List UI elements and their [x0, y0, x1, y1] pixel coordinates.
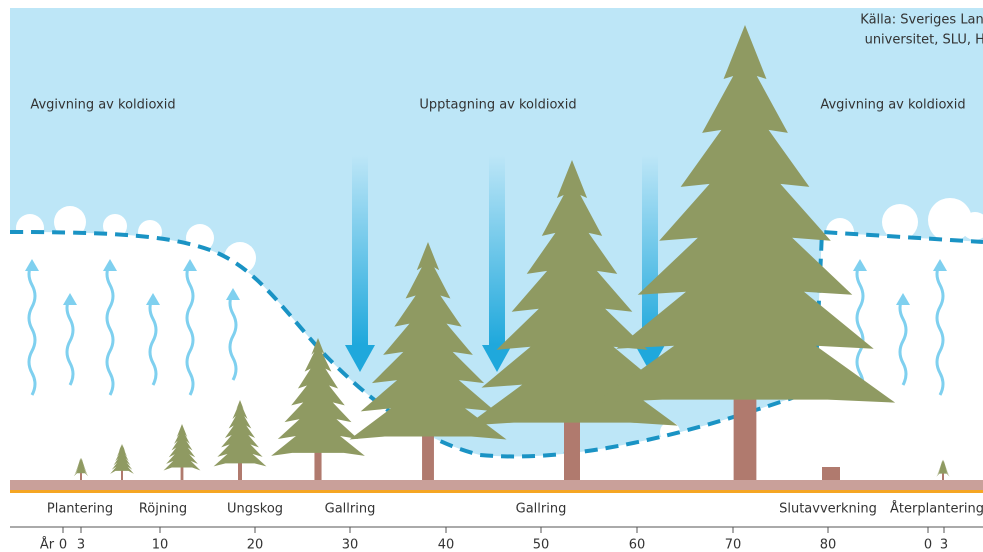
uptake-arrow-head	[635, 345, 665, 372]
stage-label: Slutavverkning	[779, 502, 877, 517]
heading: Avgivning av koldioxid	[820, 98, 965, 113]
stage-label: Ungskog	[227, 502, 283, 517]
emission-arrow-head	[226, 288, 240, 300]
emission-arrow	[105, 262, 115, 396]
stage-label: Gallring	[325, 502, 376, 517]
tree	[73, 457, 89, 477]
stage-label: Röjning	[139, 502, 187, 517]
emission-arrow	[855, 262, 865, 396]
tree	[594, 25, 896, 403]
trunk	[238, 461, 242, 480]
trunk	[733, 397, 757, 480]
tick-label: 60	[629, 538, 646, 552]
emission-arrow-head	[146, 293, 160, 305]
tree	[936, 459, 950, 477]
emission-arrow	[228, 291, 238, 381]
emission-arrow-head	[63, 293, 77, 305]
stump	[822, 467, 840, 480]
tree	[163, 424, 201, 471]
emission-arrow-head	[853, 259, 867, 271]
trunk	[564, 420, 580, 480]
trunk	[422, 434, 434, 480]
tick-label: 20	[247, 538, 264, 552]
arrows	[25, 155, 947, 396]
tick-label: 40	[438, 538, 455, 552]
uptake-arrow	[642, 155, 658, 345]
ground-line	[10, 490, 983, 493]
tree	[349, 242, 507, 440]
source: universitet, SLU, Holmen	[865, 33, 983, 48]
tree	[110, 444, 134, 474]
tick-label: 70	[725, 538, 742, 552]
heading: Upptagning av koldioxid	[419, 98, 576, 113]
emission-arrow-head	[933, 259, 947, 271]
tick-label: 80	[820, 538, 837, 552]
emission-arrow	[148, 296, 158, 386]
tick-label: 0	[59, 538, 67, 552]
tick-label: 3	[77, 538, 85, 552]
emission-arrow-head	[103, 259, 117, 271]
ground	[10, 480, 983, 490]
emission-arrow	[27, 262, 37, 396]
tick-label: 0	[924, 538, 932, 552]
trunk	[180, 465, 184, 480]
emission-arrow-head	[25, 259, 39, 271]
emission-arrow	[898, 296, 908, 386]
tree	[271, 338, 365, 456]
trunk	[80, 471, 82, 480]
uptake-arrow-head	[482, 345, 512, 372]
uptake-arrow-head	[345, 345, 375, 372]
tree	[213, 400, 267, 467]
tick-label: 10	[152, 538, 169, 552]
emission-arrow	[65, 296, 75, 386]
axis-label: År	[40, 537, 55, 552]
tick-label: 50	[533, 538, 550, 552]
emission-arrow	[935, 262, 945, 396]
source: Källa: Sveriges Lantbruks-	[860, 13, 983, 28]
tree	[466, 160, 678, 426]
stage-label: Återplantering	[890, 501, 983, 517]
stage-label: Gallring	[516, 502, 567, 517]
stage-label: Plantering	[47, 502, 113, 517]
emission-arrow-head	[183, 259, 197, 271]
carbon-line	[9, 229, 983, 459]
trunk	[942, 471, 944, 480]
tick-label: 3	[940, 538, 948, 552]
emission-arrow	[185, 262, 195, 396]
trunk	[121, 468, 123, 480]
uptake-arrow	[489, 155, 505, 345]
uptake-arrow	[352, 155, 368, 345]
heading: Avgivning av koldioxid	[30, 98, 175, 113]
trees	[73, 25, 950, 480]
emission-arrow-head	[896, 293, 910, 305]
tick-label: 30	[342, 538, 359, 552]
trunk	[314, 450, 322, 480]
